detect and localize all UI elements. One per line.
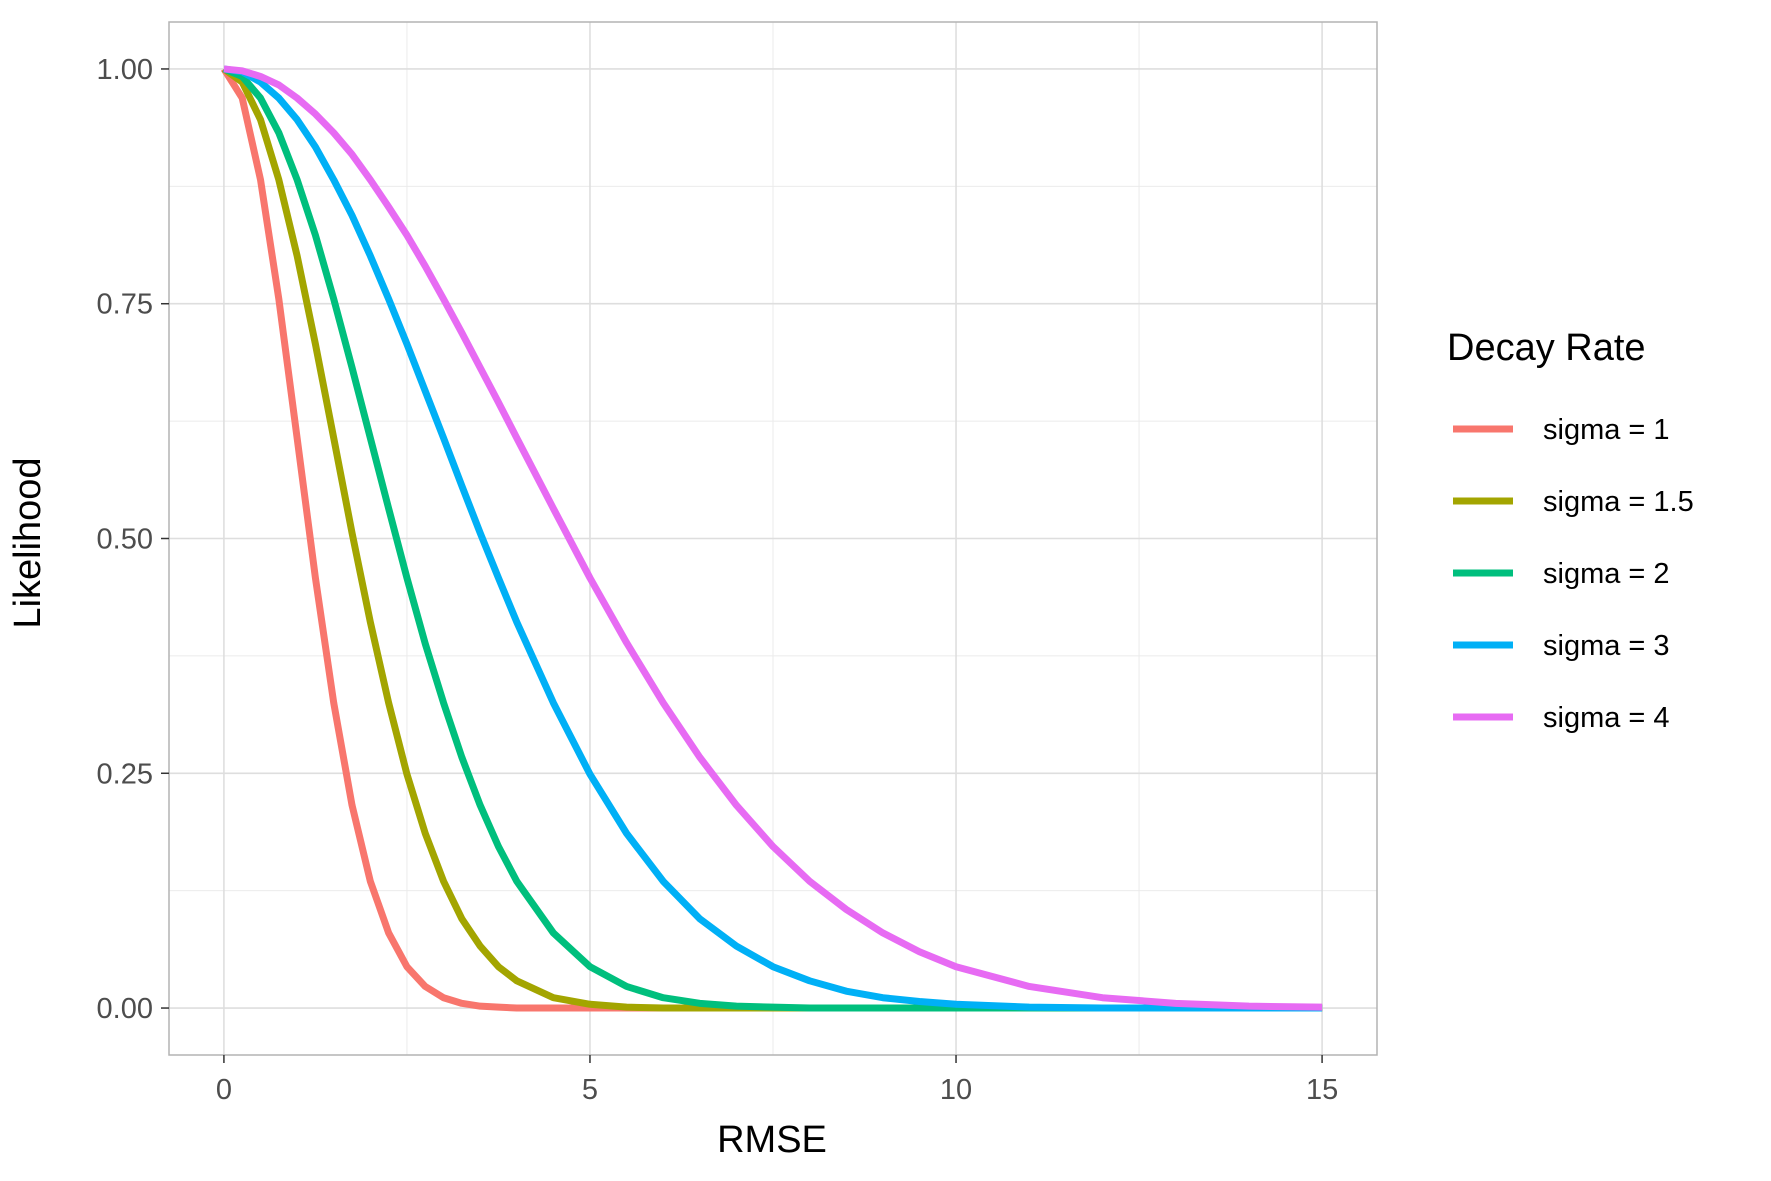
legend: Decay Rate sigma = 1 sigma = 1.5 sigma = 2… (1447, 327, 1694, 734)
y-axis-ticks: 0.00 0.25 0.50 0.75 1.00 (97, 54, 169, 1025)
y-tick-label: 0.25 (97, 758, 153, 790)
legend-label-3: sigma = 2 (1543, 558, 1670, 590)
legend-title: Decay Rate (1447, 327, 1646, 369)
series-lines (220, 65, 1323, 1012)
x-tick-label: 15 (1306, 1074, 1338, 1106)
major-gridlines (169, 22, 1377, 1055)
x-tick-label: 5 (582, 1074, 598, 1106)
legend-label-5: sigma = 4 (1543, 702, 1670, 734)
legend-label-4: sigma = 3 (1543, 630, 1670, 662)
x-axis-title: RMSE (717, 1119, 827, 1161)
series-line-4 (223, 65, 1323, 1012)
legend-label-2: sigma = 1.5 (1543, 486, 1694, 518)
series-line-3 (222, 65, 1323, 1012)
series-line-5 (223, 65, 1323, 1011)
legend-items: sigma = 1 sigma = 1.5 sigma = 2 sigma = 3 si… (1453, 414, 1694, 734)
x-axis-ticks: 0 5 10 15 (216, 1055, 1338, 1106)
y-tick-label: 0.50 (97, 524, 153, 556)
y-axis-title: Likelihood (7, 457, 49, 628)
y-tick-label: 0.00 (97, 993, 153, 1025)
y-tick-label: 1.00 (97, 54, 153, 86)
y-tick-label: 0.75 (97, 289, 153, 321)
legend-label-1: sigma = 1 (1543, 414, 1670, 446)
x-tick-label: 0 (216, 1074, 232, 1106)
x-tick-label: 10 (940, 1074, 972, 1106)
